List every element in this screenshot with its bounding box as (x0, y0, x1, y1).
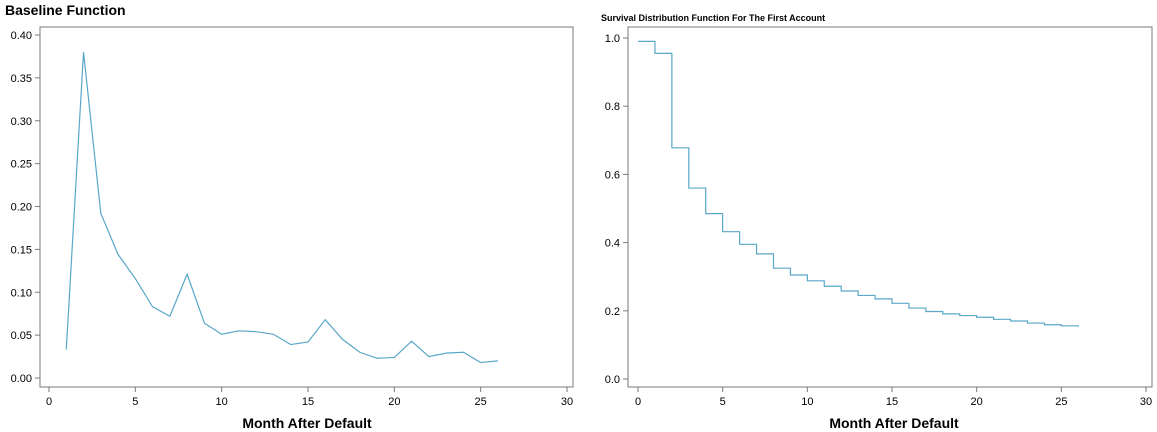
chart2-x-tick-label: 30 (1140, 396, 1152, 408)
chart1-x-tick-label: 30 (561, 396, 573, 408)
chart2-y-tick-label: 0.8 (605, 101, 620, 113)
chart1-plot-area (39, 26, 574, 388)
chart1-y-tick-label: 0.20 (11, 202, 32, 214)
chart1-x-tick-label: 5 (132, 396, 138, 408)
chart1-x-tick-label: 10 (216, 396, 228, 408)
chart1-y-tick-label: 0.40 (11, 30, 32, 42)
chart2-x-axis-label: Month After Default (829, 415, 959, 431)
chart1-series-line (65, 52, 498, 364)
chart1-x-tick-label: 0 (46, 396, 52, 408)
chart2-title: Survival Distribution Function For The F… (601, 13, 825, 23)
chart2-x-tick-label: 15 (886, 396, 898, 408)
chart2-series-step-line (638, 40, 1079, 327)
chart1-y-tick-label: 0.05 (11, 330, 32, 342)
baseline-function-chart: Baseline Function 0 5 10 15 20 25 30 0.000.050… (5, 2, 574, 431)
chart2-x-tick-label: 20 (971, 396, 983, 408)
chart1-y-tick-label: 0.15 (11, 244, 32, 256)
chart2-y-tick-label: 0.4 (605, 238, 620, 250)
chart2-x-tick-label: 0 (635, 396, 641, 408)
chart2-y-tick-label: 1.0 (605, 33, 620, 45)
chart2-x-tick-label: 5 (720, 396, 726, 408)
chart2-y-tick-label: 0.0 (605, 374, 620, 386)
chart2-plot-area (627, 26, 1153, 388)
chart2-y-ticks: 0.0 0.2 0.4 0.6 0.8 1.0 (605, 33, 628, 386)
chart2-y-tick-label: 0.6 (605, 169, 620, 181)
chart1-y-ticks: 0.00 0.05 0.10 0.15 0.20 0.25 0.30 0.35 0.40 (11, 30, 40, 385)
chart1-x-tick-label: 15 (302, 396, 314, 408)
chart2-x-ticks: 0 5 10 15 20 25 30 (635, 387, 1152, 408)
chart1-y-tick-label: 0.25 (11, 159, 32, 171)
survival-distribution-chart: Survival Distribution Function For The F… (601, 13, 1153, 431)
chart1-x-tick-label: 20 (388, 396, 400, 408)
chart1-x-ticks: 0 5 10 15 20 25 30 (46, 387, 573, 408)
chart2-x-tick-label: 25 (1055, 396, 1067, 408)
chart1-title: Baseline Function (5, 2, 126, 18)
chart2-y-tick-label: 0.2 (605, 306, 620, 318)
chart1-y-tick-label: 0.35 (11, 73, 32, 85)
chart1-y-tick-label: 0.30 (11, 116, 32, 128)
chart1-y-tick-label: 0.10 (11, 287, 32, 299)
chart2-x-tick-label: 10 (801, 396, 813, 408)
chart1-x-tick-label: 25 (475, 396, 487, 408)
chart1-y-tick-label: 0.00 (11, 373, 32, 385)
chart1-x-axis-label: Month After Default (242, 415, 372, 431)
